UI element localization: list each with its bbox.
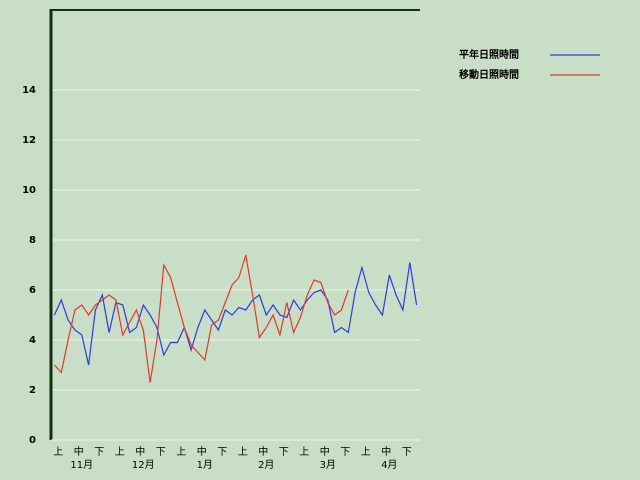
y-tick-label: 14 (22, 85, 36, 96)
y-tick-label: 8 (29, 235, 36, 246)
month-label: 11月 (70, 459, 93, 471)
month-label: 3月 (320, 459, 336, 471)
x-tick-label: 上 (53, 446, 63, 458)
y-tick-label: 12 (22, 135, 36, 146)
month-label: 1月 (197, 459, 213, 471)
x-tick-label: 中 (135, 445, 145, 458)
x-tick-label: 下 (279, 447, 289, 458)
x-tick-label: 中 (258, 445, 268, 458)
legend-label: 平年日照時間 (459, 48, 519, 61)
y-tick-label: 6 (29, 285, 36, 296)
month-label: 4月 (381, 459, 397, 471)
x-tick-label: 上 (238, 446, 248, 458)
x-tick-label: 中 (74, 445, 84, 458)
x-tick-label: 下 (156, 447, 166, 458)
month-label: 2月 (258, 459, 274, 471)
x-tick-label: 上 (115, 446, 125, 458)
x-tick-label: 下 (402, 447, 412, 458)
y-tick-label: 0 (29, 435, 36, 446)
x-tick-label: 下 (340, 447, 350, 458)
series-line (53, 254, 349, 383)
legend-label: 移動日照時間 (459, 68, 519, 81)
x-tick-label: 中 (197, 445, 207, 458)
x-tick-label: 中 (320, 445, 330, 458)
x-tick-label: 上 (176, 446, 186, 458)
month-label: 12月 (132, 459, 155, 471)
x-tick-label: 上 (361, 446, 371, 458)
series-line (53, 262, 418, 366)
x-tick-label: 上 (299, 446, 309, 458)
x-tick-label: 下 (217, 447, 227, 458)
y-tick-label: 4 (29, 335, 36, 346)
x-tick-label: 中 (381, 445, 391, 458)
y-tick-label: 2 (29, 385, 36, 396)
y-tick-label: 10 (22, 185, 36, 196)
x-tick-label: 下 (94, 447, 104, 458)
